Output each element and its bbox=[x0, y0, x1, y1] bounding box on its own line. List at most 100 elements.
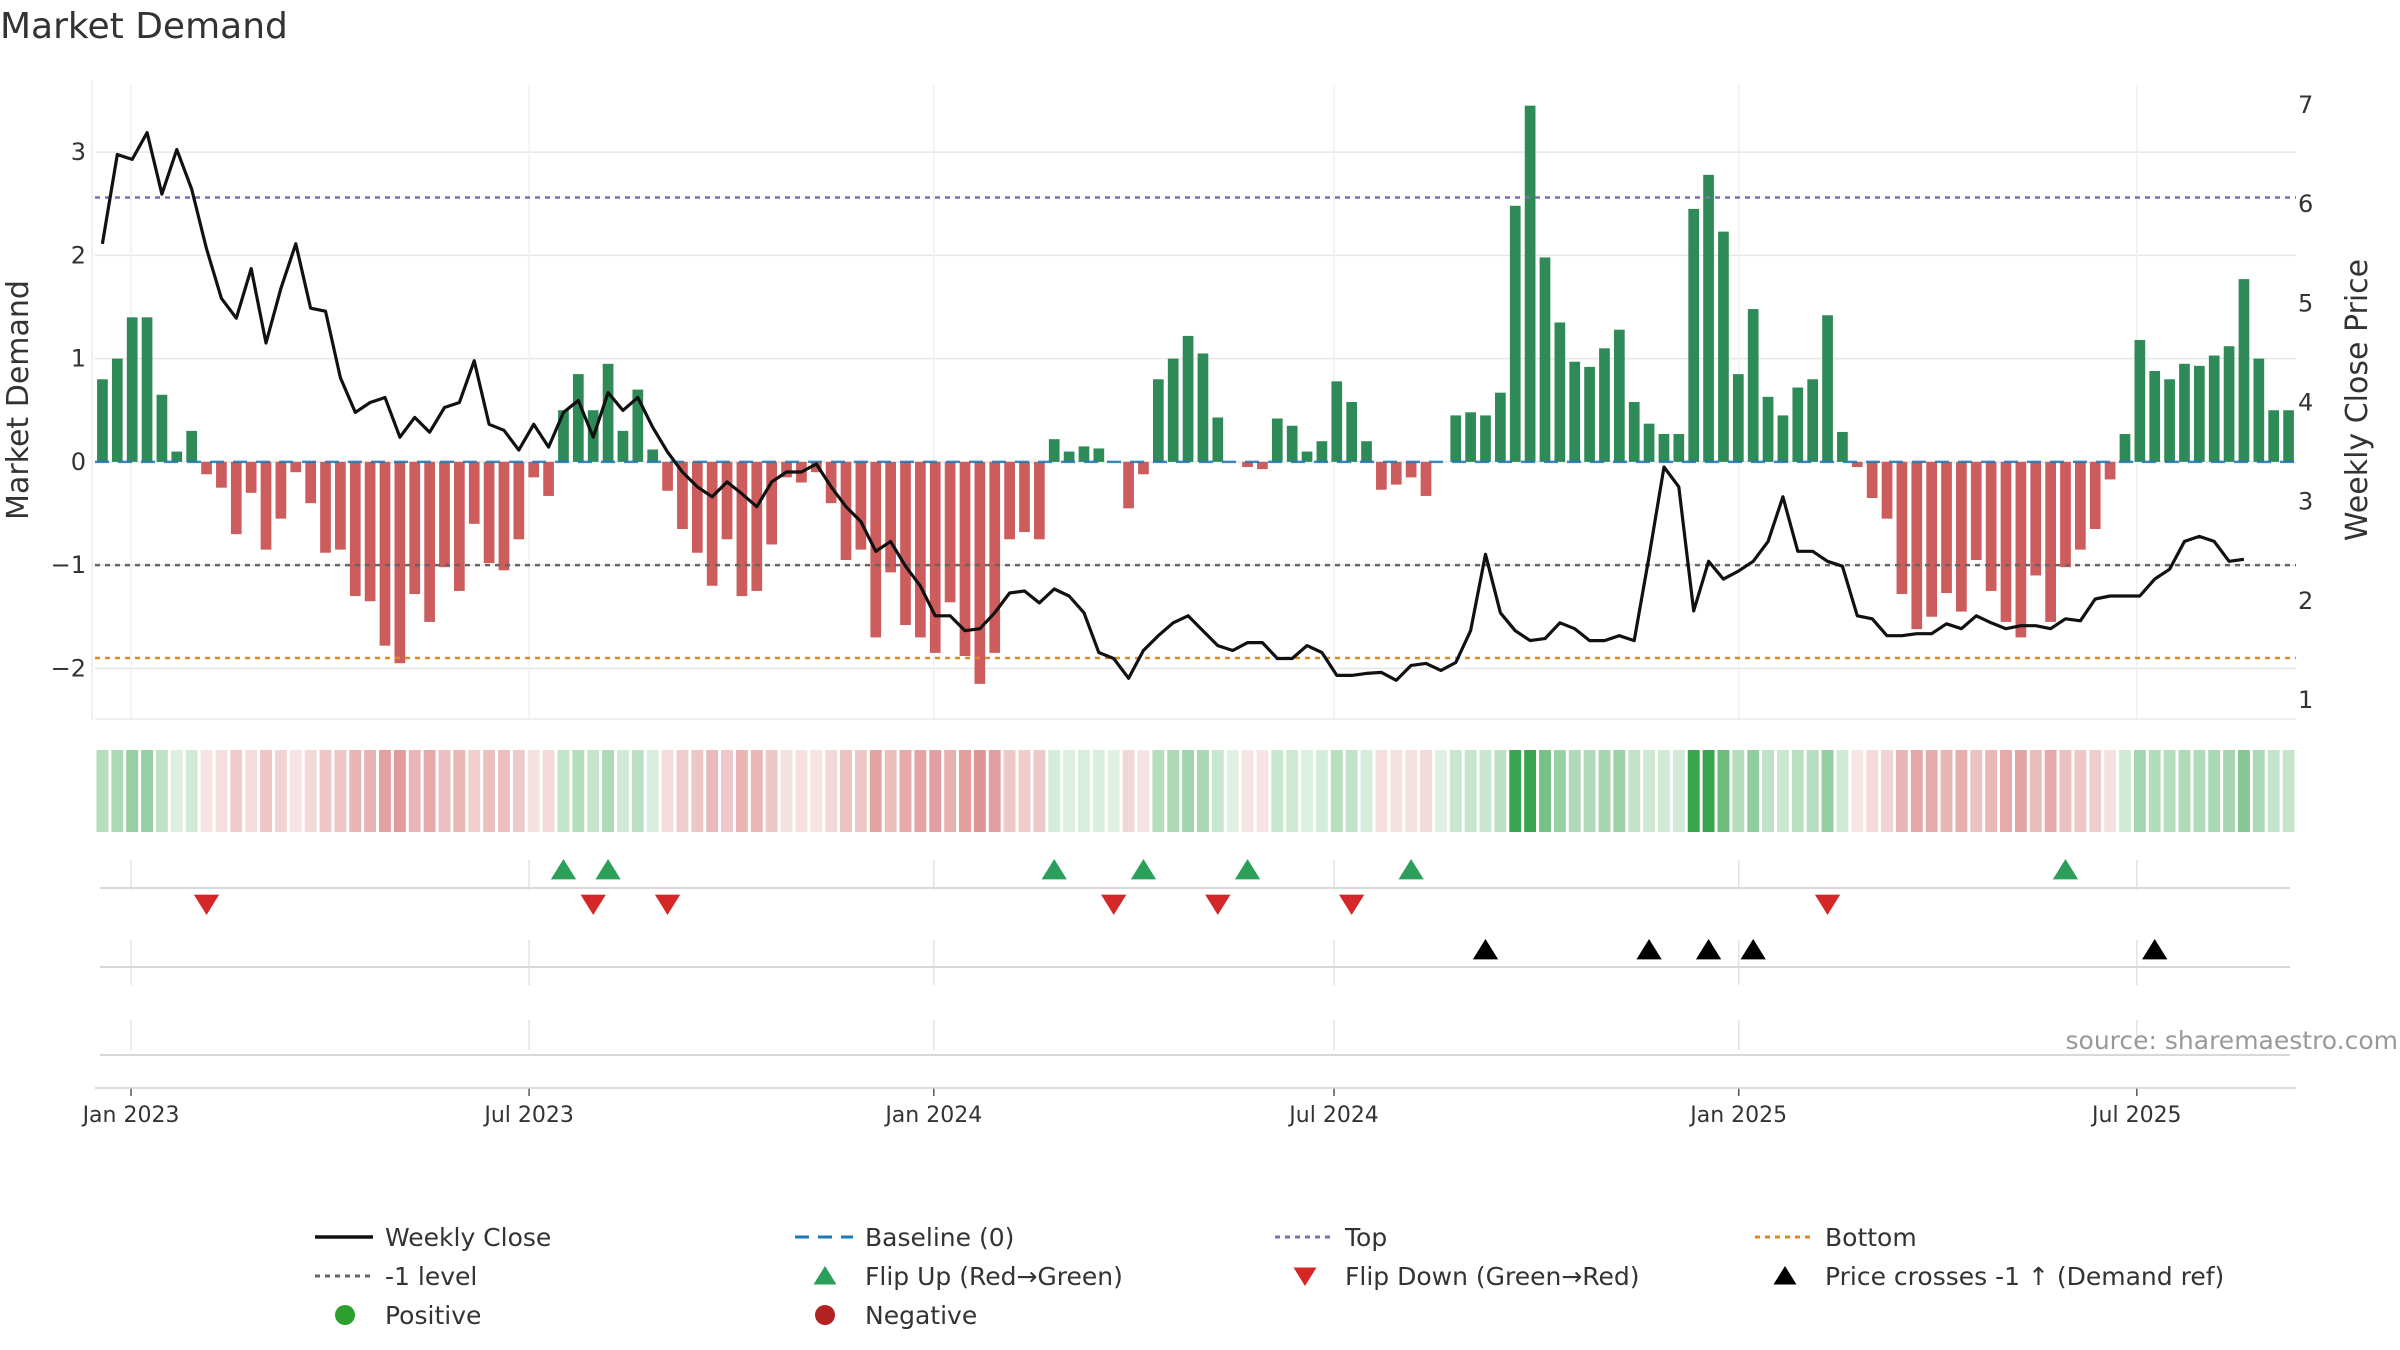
demand-bar-positive bbox=[1732, 374, 1744, 462]
demand-bar-negative bbox=[201, 461, 212, 475]
demand-bar-positive bbox=[1465, 412, 1476, 462]
heat-cell bbox=[2252, 750, 2265, 832]
demand-bar-negative bbox=[736, 461, 748, 597]
heat-cell bbox=[200, 750, 213, 832]
demand-bar-negative bbox=[454, 461, 465, 591]
y-right-tick-label: 3 bbox=[2298, 488, 2313, 516]
demand-bar-negative bbox=[855, 461, 867, 550]
y-left-tick-label: −1 bbox=[51, 551, 86, 579]
demand-bar-negative bbox=[662, 461, 673, 491]
demand-bar-negative bbox=[498, 461, 510, 571]
heat-cell bbox=[1479, 750, 1492, 832]
demand-bar-positive bbox=[2223, 346, 2235, 462]
heat-cell bbox=[1628, 750, 1641, 832]
y-right-tick-label: 7 bbox=[2298, 91, 2313, 119]
x-tick-label: Jul 2025 bbox=[2090, 1103, 2182, 1128]
demand-bar-positive bbox=[1822, 315, 1833, 462]
flip-down-marker bbox=[1205, 894, 1231, 915]
event-markers bbox=[100, 859, 2290, 1286]
demand-bar-positive bbox=[2164, 379, 2175, 462]
y-left-tick-label: 1 bbox=[71, 345, 86, 373]
flip-down-marker bbox=[1101, 894, 1127, 915]
heat-cell bbox=[1033, 750, 1046, 832]
heat-cell bbox=[1405, 750, 1418, 832]
y-left-tick-label: 0 bbox=[71, 448, 86, 476]
heat-cell bbox=[1464, 750, 1477, 832]
demand-bar-negative bbox=[1138, 461, 1149, 475]
heat-cell bbox=[1776, 750, 1789, 832]
heat-cell bbox=[1687, 750, 1700, 832]
demand-bar-positive bbox=[2134, 340, 2146, 462]
demand-bar-positive bbox=[1792, 387, 1804, 462]
legend-label: Price crosses -1 ↑ (Demand ref) bbox=[1825, 1262, 2224, 1291]
demand-bar-negative bbox=[409, 461, 421, 595]
demand-bar-negative bbox=[885, 461, 896, 573]
demand-bar-negative bbox=[1926, 461, 1937, 617]
heat-cell bbox=[334, 750, 347, 832]
demand-bar-positive bbox=[1286, 425, 1298, 462]
heat-cell bbox=[1434, 750, 1447, 832]
heat-cell bbox=[646, 750, 659, 832]
heat-cell bbox=[185, 750, 198, 832]
demand-bar-negative bbox=[944, 461, 956, 603]
heat-cell bbox=[1553, 750, 1566, 832]
demand-bar-positive bbox=[1152, 379, 1164, 462]
heat-cell bbox=[572, 750, 585, 832]
heat-cell bbox=[2208, 750, 2221, 832]
demand-bar-negative bbox=[974, 461, 986, 684]
heat-cell bbox=[810, 750, 823, 832]
weekly-close-polyline bbox=[100, 131, 2245, 682]
demand-bar-negative bbox=[1985, 461, 1997, 591]
heat-cell bbox=[914, 750, 927, 832]
heat-cell bbox=[2089, 750, 2102, 832]
demand-bar-positive bbox=[617, 430, 629, 462]
demand-bar-negative bbox=[959, 461, 971, 656]
demand-bar-positive bbox=[2283, 410, 2294, 462]
heat-cell bbox=[616, 750, 629, 832]
heat-cell bbox=[1137, 750, 1150, 832]
y-right-tick-label: 6 bbox=[2298, 190, 2313, 218]
heat-cell bbox=[2223, 750, 2236, 832]
heat-cell bbox=[1672, 750, 1685, 832]
demand-bar-negative bbox=[1390, 461, 1402, 485]
x-tick-label: Jan 2025 bbox=[1688, 1103, 1787, 1128]
heat-cell bbox=[929, 750, 942, 832]
demand-bar-negative bbox=[468, 461, 480, 524]
heat-cell bbox=[2029, 750, 2042, 832]
heat-cell bbox=[1955, 750, 1968, 832]
heat-cell bbox=[765, 750, 778, 832]
heat-cell bbox=[1791, 750, 1804, 832]
legend-swatch-triangle-up bbox=[813, 1266, 837, 1285]
demand-bar-positive bbox=[1346, 401, 1358, 462]
demand-bar-positive bbox=[171, 451, 183, 462]
demand-bar-positive bbox=[1673, 433, 1685, 462]
heat-cell bbox=[1821, 750, 1834, 832]
demand-bar-negative bbox=[900, 461, 911, 626]
heat-cell bbox=[408, 750, 421, 832]
demand-bar-negative bbox=[915, 461, 926, 638]
demand-bar-negative bbox=[929, 461, 941, 653]
demand-bar-negative bbox=[1881, 461, 1893, 519]
demand-bar-positive bbox=[1658, 433, 1670, 462]
price-cross-marker bbox=[2142, 939, 2168, 960]
demand-bar-positive bbox=[1688, 208, 1700, 462]
heat-cell bbox=[1851, 750, 1864, 832]
heat-cell bbox=[2104, 750, 2117, 832]
heat-cell bbox=[1568, 750, 1581, 832]
demand-heat-strip bbox=[96, 750, 2295, 832]
heat-cell bbox=[1375, 750, 1388, 832]
heat-cell bbox=[602, 750, 615, 832]
demand-bar-positive bbox=[156, 394, 168, 462]
y-axis-left-label: Market Demand bbox=[1, 280, 36, 520]
heat-cell bbox=[1762, 750, 1775, 832]
demand-bar-negative bbox=[439, 461, 450, 568]
heat-cell bbox=[1494, 750, 1507, 832]
heat-cell bbox=[170, 750, 183, 832]
demand-bar-positive bbox=[2208, 355, 2220, 462]
demand-bar-negative bbox=[2015, 461, 2027, 638]
heat-cell bbox=[557, 750, 570, 832]
heat-cell bbox=[245, 750, 258, 832]
heat-cell bbox=[1315, 750, 1328, 832]
price-cross-marker bbox=[1740, 939, 1766, 960]
heat-cell bbox=[96, 750, 109, 832]
